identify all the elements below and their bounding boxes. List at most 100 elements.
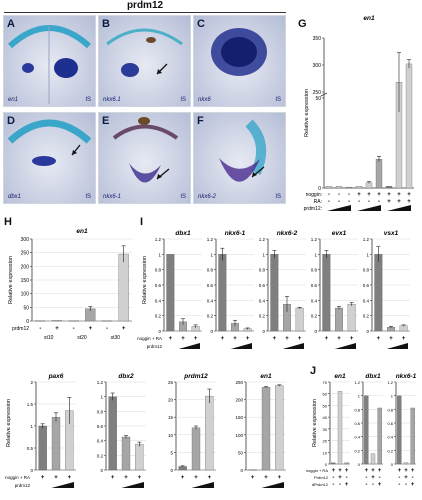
chart-i-top-evx1-tick-label: 1 xyxy=(314,252,317,257)
chart-j-en1-tick-label: 50 xyxy=(323,403,328,408)
chart-i-bottom-en1-treatment-sign: + xyxy=(251,475,255,481)
chart-g-dose-wedge xyxy=(327,205,351,211)
chart-i-top-vsx1-tick-label: 0.6 xyxy=(363,283,370,288)
chart-i-top-nkx6-2-bar xyxy=(295,307,304,332)
chart-i-bottom-prdm12-tick-label: 25 xyxy=(168,380,174,385)
figure-title: prdm12 xyxy=(126,0,164,11)
chart-g-treatment-sign: - xyxy=(338,199,340,205)
chart-i-top-vsx1-treatment-sign: + xyxy=(377,336,381,342)
chart-i-bottom-dbx2-tick-label: 0.6 xyxy=(97,424,104,429)
chart-i-top-nkx6-1-tick-label: 0 xyxy=(210,329,213,334)
chart-i-bottom-pax6-tick-label: 1 xyxy=(30,424,33,429)
chart-i-top-dbx1-bar xyxy=(166,254,175,332)
chart-j-en1-treatment-sign: - xyxy=(346,475,348,481)
chart-i-top-dbx1-tick-label: 1 xyxy=(158,252,161,257)
chart-i-top-vsx1-tick-label: 1 xyxy=(366,252,369,257)
chart-i-top-nkx6-2-treatment-sign: + xyxy=(273,336,277,342)
title-rule xyxy=(4,12,286,13)
chart-j-dbx1-bar xyxy=(377,407,382,465)
chart-i-top-evx1-treatment-sign: + xyxy=(350,336,354,342)
chart-i-top-nkx6-1-bar xyxy=(218,254,227,332)
panel-d-letter: D xyxy=(7,115,15,127)
chart-i-bottom-dbx2-title: dbx2 xyxy=(118,373,134,380)
chart-j-nkx6-1-tick-label: 0 xyxy=(391,462,394,467)
chart-i-bottom-pax6-bar xyxy=(38,425,47,471)
chart-j-nkx6-1-treatment-sign: + xyxy=(404,475,408,481)
chart-h-tick-label: 100 xyxy=(21,292,30,298)
chart-h-treatment-sign: + xyxy=(122,326,126,332)
chart-i-bottom-prdm12-dose-wedge xyxy=(191,482,214,488)
chart-i-bottom-prdm12-tick-label: 20 xyxy=(168,398,174,403)
chart-h-bar xyxy=(51,320,63,322)
chart-j-row-label: noggin + RA xyxy=(306,468,328,473)
chart-i-top-nkx6-1-treatment-sign: + xyxy=(233,336,237,342)
chart-i-top-nkx6-1-tick-label: 0.4 xyxy=(207,298,214,303)
chart-i-top-evx1-bar xyxy=(322,254,331,332)
chart-i-bottom-prdm12-treatment-sign: + xyxy=(208,475,212,481)
chart-i-bottom-row-label: noggin + RA xyxy=(5,475,30,480)
chart-i-top-nkx6-1-tick-label: 1.2 xyxy=(207,237,214,242)
chart-j-nkx6-1-treatment-sign: - xyxy=(412,475,414,481)
panel-b-gene: nkx6.1 xyxy=(103,97,121,103)
chart-i-top-nkx6-1-tick-label: 0.8 xyxy=(207,268,214,273)
chart-j-en1-treatment-sign: + xyxy=(345,482,349,488)
panel-d: D dbx1 IS xyxy=(3,112,96,204)
chart-g-row-label: noggin: xyxy=(306,192,322,198)
chart-g-treatment-sign: + xyxy=(407,192,411,198)
chart-i-bottom-prdm12-tick-label: 5 xyxy=(170,450,173,455)
chart-j-dbx1-treatment-sign: - xyxy=(379,475,381,481)
chart-h-treatment-sign: - xyxy=(106,326,108,332)
chart-i-bottom-en1-treatment-sign: + xyxy=(278,475,282,481)
chart-i-top-evx1-bar xyxy=(347,304,356,332)
chart-i-bottom-en1-dose-wedge xyxy=(261,482,284,488)
chart-j-dbx1-bar xyxy=(364,395,369,465)
chart-i-bottom-dbx2-tick-label: 0.4 xyxy=(97,439,104,444)
chart-j-en1-treatment-sign: - xyxy=(339,482,341,488)
chart-g-bar xyxy=(345,186,353,189)
chart-i-bottom-dbx2-treatment-sign: + xyxy=(138,475,142,481)
panel-d-stage: IS xyxy=(85,194,91,200)
chart-j-dbx1-tick-label: 0.8 xyxy=(354,407,360,412)
chart-h-stage-label: st10 xyxy=(44,335,54,341)
chart-j-en1-treatment-sign: + xyxy=(338,475,342,481)
chart-i-bottom-prdm12-treatment-sign: + xyxy=(194,475,198,481)
panel-c: C nkx6 IS xyxy=(193,15,286,107)
chart-i-top-evx1-tick-label: 0.8 xyxy=(311,268,318,273)
panel-b-letter: B xyxy=(102,18,110,30)
chart-j-dbx1-bar xyxy=(370,453,376,465)
chart-g-bar xyxy=(335,186,343,189)
chart-i-top-row-label: noggin + RA xyxy=(137,336,162,341)
chart-i-top-evx1-title: evx1 xyxy=(332,230,347,237)
panel-d-image xyxy=(7,119,92,166)
chart-i-bottom-en1-tick-label: 200 xyxy=(235,398,243,403)
chart-h-tick-label: 50 xyxy=(23,305,29,311)
chart-g-bar xyxy=(385,186,393,189)
chart-j-dbx1-treatment-sign: - xyxy=(372,482,374,488)
chart-i-bottom-pax6-tick-label: 1.5 xyxy=(27,402,34,407)
chart-g-bar xyxy=(355,186,363,189)
panel-a-letter: A xyxy=(7,18,15,30)
chart-i-top-dbx1-treatment-sign: + xyxy=(169,336,173,342)
chart-g-treatment-sign: + xyxy=(367,192,371,198)
chart-i-top-vsx1-dose-wedge xyxy=(386,343,408,349)
chart-i-top-vsx1-tick-label: 0 xyxy=(366,329,369,334)
chart-j-nkx6-1-bar xyxy=(410,407,415,465)
chart-i-top-dbx1-tick-label: 0.2 xyxy=(155,314,162,319)
chart-j-nkx6-1-tick-label: 1 xyxy=(391,394,394,399)
chart-j-dbx1-title: dbx1 xyxy=(365,373,381,380)
chart-i-top-vsx1-tick-label: 0.4 xyxy=(363,298,370,303)
chart-g-treatment-sign: + xyxy=(397,199,401,205)
chart-i-bottom-dbx2-tick-label: 0.8 xyxy=(97,409,104,414)
chart-i-bottom-prdm12-bar xyxy=(191,427,201,471)
chart-g-treatment-sign: - xyxy=(328,199,330,205)
chart-i-top-evx1-tick-label: 0.4 xyxy=(311,298,318,303)
chart-i-bottom-en1-tick-label: 250 xyxy=(235,380,243,385)
chart-i-top-nkx6-2-tick-label: 1 xyxy=(262,252,265,257)
chart-i-top-vsx1-tick-label: 0.8 xyxy=(363,268,370,273)
chart-j-dbx1-treatment-sign: + xyxy=(378,468,382,474)
chart-h-treatment-sign: + xyxy=(89,326,93,332)
chart-i-bottom-dbx2-tick-label: 1 xyxy=(100,395,103,400)
chart-j-nkx6-1-treatment-sign: - xyxy=(398,482,400,488)
chart-i-top-nkx6-2-treatment-sign: + xyxy=(298,336,302,342)
